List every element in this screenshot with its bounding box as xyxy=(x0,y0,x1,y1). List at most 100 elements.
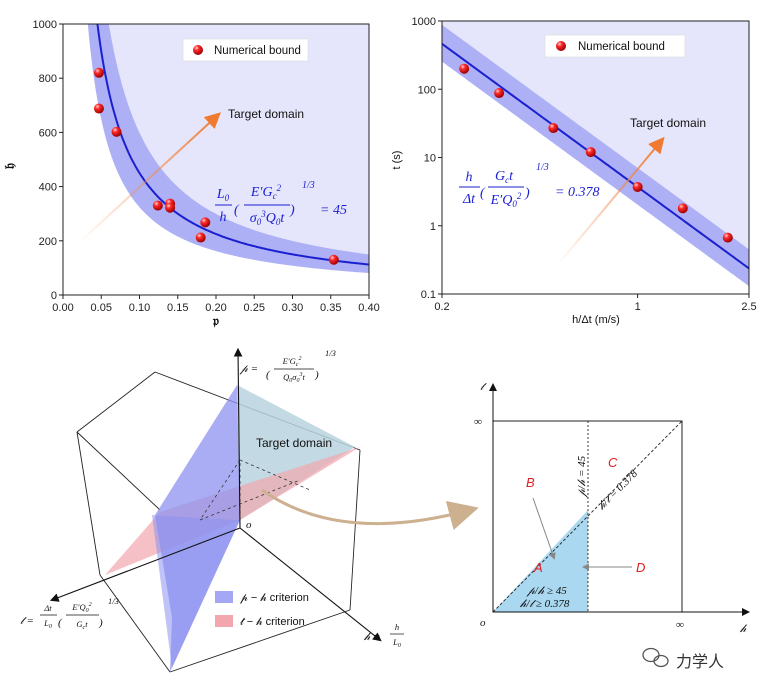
legend: Numerical bound xyxy=(182,38,309,62)
numerical-points xyxy=(93,67,339,265)
svg-text:Gct: Gct xyxy=(76,619,88,631)
svg-text:Δt: Δt xyxy=(43,603,52,613)
region-c-label: C xyxy=(608,455,618,470)
criterion-3d-diagram: o Target domain 𝓅 = ( E′Gc2 Q0σ03t ) 1/3… xyxy=(20,347,404,673)
data-point xyxy=(195,232,206,243)
y-tick-label: 1 xyxy=(430,221,436,233)
svg-text:(: ( xyxy=(234,203,240,218)
legend: Numerical bound xyxy=(544,34,686,58)
watermark-text: 力学人 xyxy=(676,652,724,671)
svg-text:1/3: 1/3 xyxy=(108,596,119,606)
region-d-label: D xyxy=(636,560,645,575)
svg-text:1/3: 1/3 xyxy=(325,348,336,358)
svg-text:𝓅 =: 𝓅 = xyxy=(239,363,258,375)
svg-text:Q0σ03t: Q0σ03t xyxy=(283,372,305,384)
svg-text:): ) xyxy=(98,617,103,629)
x-tick-label: 0.30 xyxy=(282,302,303,314)
watermark: 力学人 xyxy=(642,647,724,671)
condition-2: 𝒽/𝓉 ≥ 0.378 xyxy=(519,598,570,610)
svg-text:𝓉 =: 𝓉 = xyxy=(20,615,34,627)
svg-text:): ) xyxy=(289,203,295,218)
p-h-line-label: 𝓅/𝒽 = 45 xyxy=(576,455,588,498)
y-tick-label: 1000 xyxy=(412,16,436,28)
svg-text:E′Q02: E′Q02 xyxy=(71,602,91,614)
x-tick-label: 0.2 xyxy=(434,301,449,313)
data-point xyxy=(93,67,104,78)
region-a-fill xyxy=(493,510,588,612)
x-axis-label: h/Δt (m/s) xyxy=(572,314,620,326)
svg-text:h: h xyxy=(220,210,227,225)
legend-label: Numerical bound xyxy=(214,45,301,57)
target-domain-label: Target domain xyxy=(630,116,706,130)
svg-text:Gct: Gct xyxy=(495,169,514,185)
svg-text:(: ( xyxy=(480,186,486,201)
p-axis-formula: 𝓅 = ( E′Gc2 Q0σ03t ) 1/3 xyxy=(239,348,336,384)
data-point xyxy=(585,147,596,158)
fit-curve xyxy=(96,24,369,266)
b-to-a-arrow xyxy=(532,497,556,560)
y-axis-label: t (s) xyxy=(391,151,403,170)
x-tick-label: 0.40 xyxy=(358,302,379,314)
target-arrow xyxy=(559,136,665,263)
svg-text:h: h xyxy=(395,622,399,632)
svg-text:): ) xyxy=(524,186,530,201)
x-tick-label: 0.05 xyxy=(91,302,112,314)
t-axis-formula: 𝓉 = Δt L0 ( E′Q02 Gct ) 1/3 xyxy=(20,596,119,631)
region-b-label: B xyxy=(526,475,535,490)
fit-line xyxy=(442,43,749,270)
data-point xyxy=(328,254,339,265)
chart-panel-a: 0.00 0.05 0.10 0.15 0.20 0.25 0.30 0.35 0.40 0 20… xyxy=(2,19,380,328)
y-tick-label: 0.1 xyxy=(421,289,436,301)
svg-text:(: ( xyxy=(58,617,63,629)
x-tick-label: 0.25 xyxy=(244,302,265,314)
criterion-2d-diagram: 𝓉 𝒽 o ∞ ∞ 𝓅/𝒽 = 45 𝒽/𝓉 = 0.378 𝓅/𝒽 ≥ 45 … xyxy=(474,381,750,635)
y-tick-label: 1000 xyxy=(33,19,57,31)
y-axis-label: 𝔥 xyxy=(2,163,17,170)
origin-label: o xyxy=(246,519,252,531)
p-axis xyxy=(233,347,243,529)
svg-text:σ03Q0t: σ03Q0t xyxy=(250,209,286,227)
target-domain-label: Target domain xyxy=(256,436,332,450)
y-tick-label: 0 xyxy=(51,290,57,302)
x-ticks: 0.2 1 2.5 xyxy=(434,294,757,313)
x-tick-label: 0.00 xyxy=(52,302,73,314)
data-point xyxy=(459,63,470,74)
x-ticks: 0.00 0.05 0.10 0.15 0.20 0.25 0.30 0.35 0.40 xyxy=(52,295,380,314)
data-point xyxy=(152,200,163,211)
wechat-icon xyxy=(642,647,669,668)
legend-swatch-red xyxy=(215,615,233,627)
h-axis xyxy=(239,527,382,642)
chart-panel-b: 0.2 1 2.5 0.1 1 10 100 1000 h/Δt (m/s) t (s) N… xyxy=(391,16,757,326)
y-tick-label: 200 xyxy=(39,236,57,248)
infinity-y-label: ∞ xyxy=(474,416,482,428)
y-tick-label: 600 xyxy=(39,127,57,139)
svg-text:𝒽 =: 𝒽 = xyxy=(363,631,381,643)
data-point xyxy=(165,202,176,213)
target-domain-label: Target domain xyxy=(228,107,304,121)
svg-text:E′Gc2: E′Gc2 xyxy=(282,356,302,368)
h-axis-formula: 𝒽 = h L0 xyxy=(363,622,404,649)
formula-a-value: = 45 xyxy=(320,203,347,218)
t-axis xyxy=(49,527,241,602)
legend-blue-label: 𝓅 − 𝒽 criterion xyxy=(240,592,309,604)
y-tick-label: 100 xyxy=(418,84,436,96)
legend-label: Numerical bound xyxy=(578,41,665,53)
x-tick-label: 2.5 xyxy=(741,301,756,313)
data-point xyxy=(677,203,688,214)
formula-b-value: = 0.378 xyxy=(555,185,599,200)
x-tick-label: 0.10 xyxy=(129,302,150,314)
y-axis-label: 𝓉 xyxy=(480,381,487,393)
y-tick-label: 400 xyxy=(39,182,57,194)
data-point xyxy=(111,126,122,137)
y-tick-label: 800 xyxy=(39,73,57,85)
transition-arrow xyxy=(261,488,479,530)
infinity-x-label: ∞ xyxy=(676,619,684,631)
data-point xyxy=(548,123,559,134)
condition-1: 𝓅/𝒽 ≥ 45 xyxy=(526,585,567,597)
x-tick-label: 0.20 xyxy=(205,302,226,314)
legend-marker xyxy=(556,41,566,51)
criterion-legend: 𝓅 − 𝒽 criterion 𝓉 − 𝒽 criterion xyxy=(215,591,309,628)
svg-text:Δt: Δt xyxy=(462,192,476,207)
data-point xyxy=(494,88,505,99)
